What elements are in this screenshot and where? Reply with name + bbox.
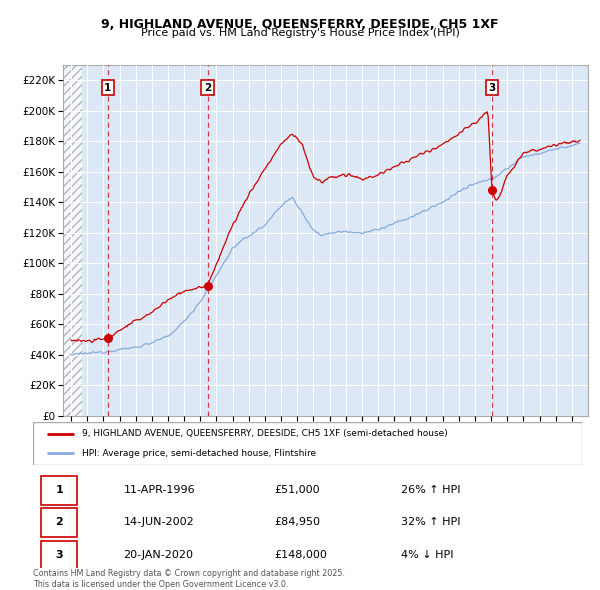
Text: 3: 3 (488, 83, 496, 93)
Text: 26% ↑ HPI: 26% ↑ HPI (401, 485, 460, 494)
Text: 20-JAN-2020: 20-JAN-2020 (124, 550, 194, 560)
Text: 2: 2 (204, 83, 211, 93)
Text: £148,000: £148,000 (275, 550, 328, 560)
Text: 11-APR-1996: 11-APR-1996 (124, 485, 195, 494)
Text: Price paid vs. HM Land Registry's House Price Index (HPI): Price paid vs. HM Land Registry's House … (140, 28, 460, 38)
Text: Contains HM Land Registry data © Crown copyright and database right 2025.
This d: Contains HM Land Registry data © Crown c… (33, 569, 345, 589)
Text: 2: 2 (55, 517, 63, 527)
FancyBboxPatch shape (33, 422, 582, 465)
FancyBboxPatch shape (41, 508, 77, 537)
FancyBboxPatch shape (41, 541, 77, 571)
Text: 1: 1 (55, 485, 63, 494)
Bar (63, 65, 82, 416)
Text: HPI: Average price, semi-detached house, Flintshire: HPI: Average price, semi-detached house,… (82, 449, 317, 458)
Text: 1: 1 (104, 83, 112, 93)
Text: 9, HIGHLAND AVENUE, QUEENSFERRY, DEESIDE, CH5 1XF: 9, HIGHLAND AVENUE, QUEENSFERRY, DEESIDE… (101, 18, 499, 31)
Text: 14-JUN-2002: 14-JUN-2002 (124, 517, 194, 527)
Text: £84,950: £84,950 (275, 517, 320, 527)
Text: 32% ↑ HPI: 32% ↑ HPI (401, 517, 460, 527)
Text: 9, HIGHLAND AVENUE, QUEENSFERRY, DEESIDE, CH5 1XF (semi-detached house): 9, HIGHLAND AVENUE, QUEENSFERRY, DEESIDE… (82, 430, 448, 438)
Text: 3: 3 (56, 550, 63, 560)
Text: 4% ↓ HPI: 4% ↓ HPI (401, 550, 454, 560)
FancyBboxPatch shape (41, 476, 77, 505)
Text: £51,000: £51,000 (275, 485, 320, 494)
